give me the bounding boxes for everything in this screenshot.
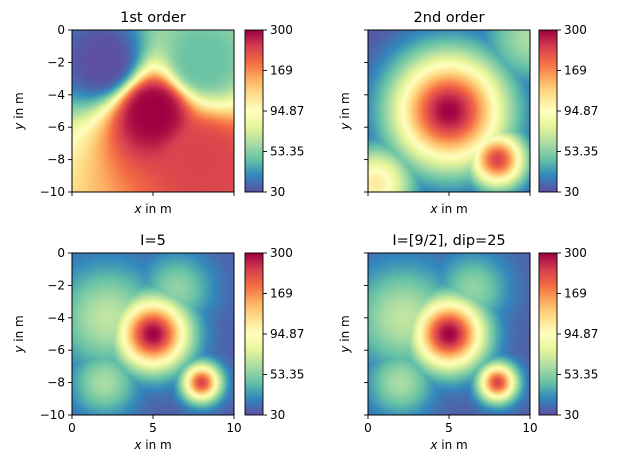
colorbar-tick-label: 53.35 [564, 145, 598, 159]
x-tick-label: 10 [226, 421, 241, 435]
y-tick-label: −4 [47, 88, 65, 102]
colorbar-tick-label: 300 [564, 246, 587, 260]
x-tick-label: 10 [522, 421, 537, 435]
y-tick-label: −2 [47, 55, 65, 69]
y-axis-label: y in m [12, 315, 26, 353]
y-tick-label: 0 [57, 246, 65, 260]
colorbar-tick-label: 30 [564, 185, 579, 199]
colorbar-tick-label: 169 [270, 64, 293, 78]
colorbar-tick-label: 53.35 [270, 145, 304, 159]
heatmap-image [368, 253, 530, 415]
x-axis-label: x in m [429, 202, 467, 216]
y-tick-label: −6 [47, 120, 65, 134]
panel-title: 1st order [120, 10, 186, 26]
y-tick-label: 0 [57, 23, 65, 37]
colorbar-tick-label: 300 [270, 23, 293, 37]
panel-title: I=5 [140, 233, 166, 249]
colorbar: 30 53.35 94.87 169 300 [538, 23, 598, 199]
y-tick-label: −6 [47, 343, 65, 357]
colorbar-tick-label: 300 [564, 23, 587, 37]
y-axis-label: y in m [12, 92, 26, 130]
colorbar-tick-label: 94.87 [270, 327, 304, 341]
colorbar-tick-label: 94.87 [564, 104, 598, 118]
panel-title: 2nd order [414, 10, 485, 26]
x-tick-label: 5 [445, 421, 453, 435]
y-tick-label: −10 [40, 185, 65, 199]
colorbar: 30 53.35 94.87 169 300 [244, 246, 304, 422]
heatmap-image [72, 253, 234, 415]
colorbar-gradient [245, 253, 263, 415]
y-tick-label: −10 [40, 408, 65, 422]
y-tick-label: −8 [47, 153, 65, 167]
y-axis-label: y in m [338, 92, 352, 130]
panel-4: I=[9/2], dip=25 0 5 10 x in m y in m 30 53.35 94… [338, 233, 598, 452]
colorbar-tick-label: 94.87 [564, 327, 598, 341]
y-tick-label: −4 [47, 311, 65, 325]
heatmap-image [72, 30, 234, 192]
colorbar-tick-label: 169 [564, 287, 587, 301]
colorbar-tick-label: 300 [270, 246, 293, 260]
x-tick-label: 0 [68, 421, 76, 435]
panel-3: I=5 0 5 10 0 −2 −4 −6 −8 −10 x in m y in m 30 53.35 94… [12, 233, 304, 452]
y-tick-label: −8 [47, 376, 65, 390]
colorbar-gradient [539, 30, 557, 192]
x-tick-label: 0 [364, 421, 372, 435]
panel-2: 2nd order x in m y in m 30 53.35 94.87 169 300 [338, 10, 598, 216]
colorbar-tick-label: 53.35 [564, 368, 598, 382]
colorbar-tick-label: 30 [564, 408, 579, 422]
x-axis-label: x in m [133, 202, 171, 216]
colorbar-gradient [245, 30, 263, 192]
colorbar-tick-label: 30 [270, 408, 285, 422]
heatmap-image [368, 30, 530, 192]
colorbar-tick-label: 169 [564, 64, 587, 78]
panel-1: 1st order 0 −2 −4 −6 −8 −10 x in m y in m 30 53.35… [12, 10, 304, 216]
y-tick-label: −2 [47, 278, 65, 292]
x-tick-label: 5 [149, 421, 157, 435]
x-axis-label: x in m [133, 438, 171, 452]
colorbar-tick-label: 53.35 [270, 368, 304, 382]
panel-title: I=[9/2], dip=25 [392, 233, 505, 249]
colorbar-tick-label: 94.87 [270, 104, 304, 118]
y-axis-label: y in m [338, 315, 352, 353]
x-axis-label: x in m [429, 438, 467, 452]
colorbar-gradient [539, 253, 557, 415]
colorbar: 30 53.35 94.87 169 300 [244, 23, 304, 199]
colorbar-tick-label: 30 [270, 185, 285, 199]
colorbar: 30 53.35 94.87 169 300 [538, 246, 598, 422]
colorbar-tick-label: 169 [270, 287, 293, 301]
